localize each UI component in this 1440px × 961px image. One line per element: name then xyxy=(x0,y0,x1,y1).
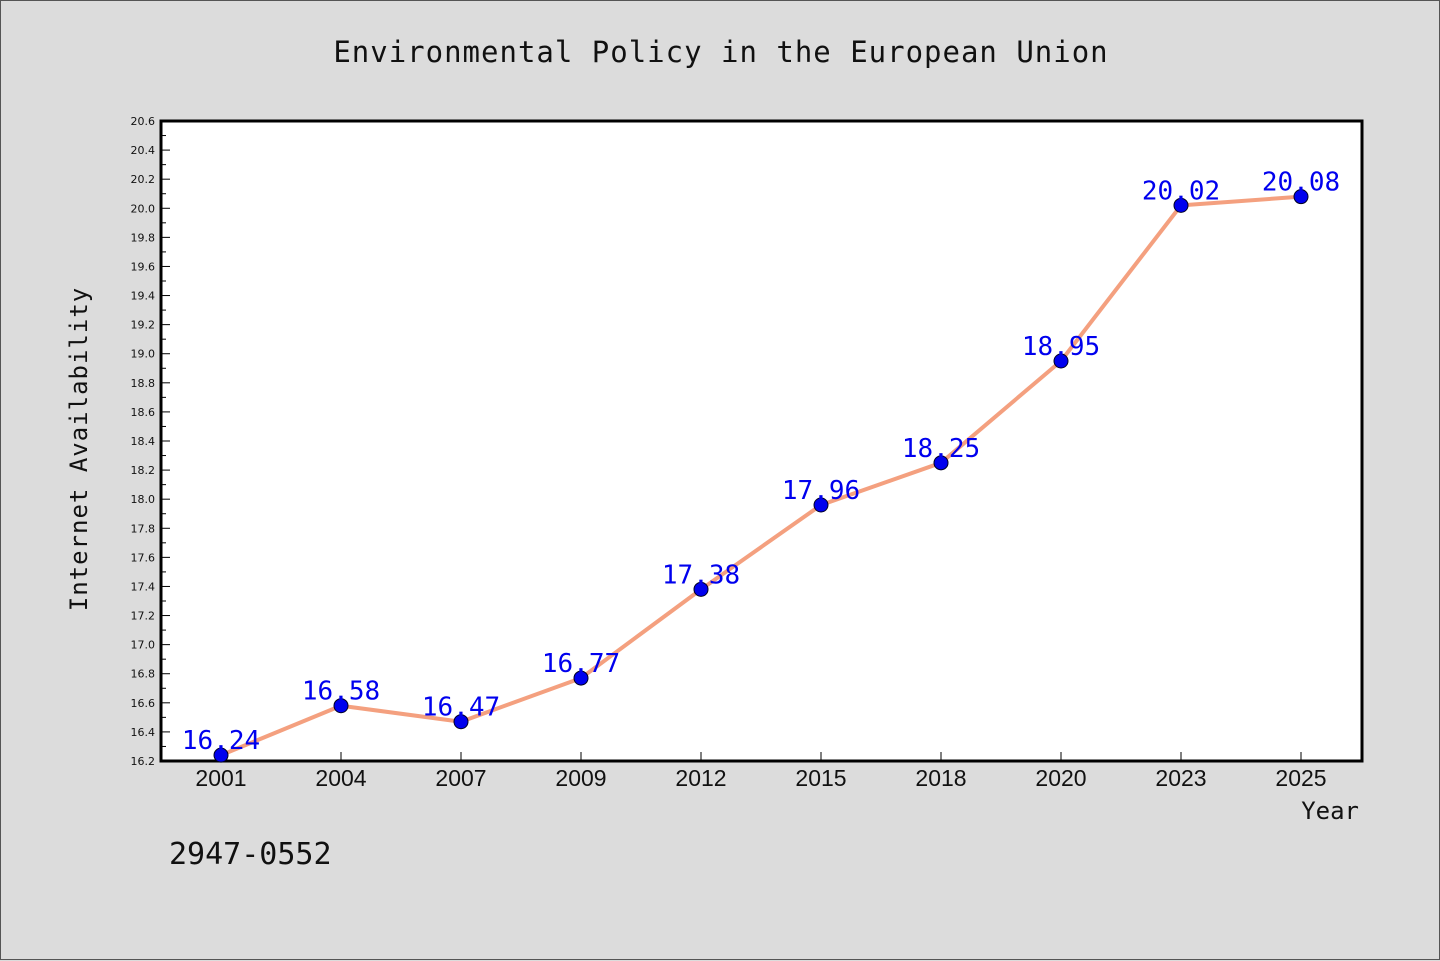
figure-code: 2947-0552 xyxy=(169,837,332,872)
x-tick-label: 2012 xyxy=(675,765,726,791)
y-tick-label: 17.6 xyxy=(131,551,156,564)
x-tick-label: 2025 xyxy=(1275,765,1326,791)
data-label: 16.77 xyxy=(542,649,620,679)
data-label: 16.58 xyxy=(302,677,380,707)
y-tick-label: 18.0 xyxy=(131,493,156,506)
y-tick-label: 20.0 xyxy=(131,202,156,215)
series-line xyxy=(220,194,1302,758)
y-tick-label: 18.8 xyxy=(131,377,156,390)
x-tick-label: 2015 xyxy=(795,765,846,791)
y-tick-label: 19.4 xyxy=(131,290,156,303)
y-tick-label: 17.0 xyxy=(131,639,156,652)
data-point xyxy=(933,455,949,471)
data-point xyxy=(333,698,349,714)
data-point xyxy=(573,670,589,686)
y-axis-label: Internet Availability xyxy=(65,286,93,612)
data-label: 20.08 xyxy=(1262,168,1340,198)
data-point xyxy=(1173,197,1189,213)
y-tick-label: 20.6 xyxy=(131,115,156,128)
data-point xyxy=(693,581,709,597)
data-label: 17.96 xyxy=(782,476,860,506)
data-point xyxy=(1053,353,1069,369)
y-tick-label: 20.2 xyxy=(131,173,156,186)
x-tick-label: 2020 xyxy=(1035,765,1086,791)
x-tick-label: 2009 xyxy=(555,765,606,791)
data-label: 20.02 xyxy=(1142,176,1220,206)
y-tick-label: 19.8 xyxy=(131,231,156,244)
y-tick-label: 16.2 xyxy=(131,755,156,768)
y-tick-label: 16.8 xyxy=(131,668,156,681)
data-point xyxy=(813,497,829,513)
y-tick-label: 18.6 xyxy=(131,406,156,419)
data-point xyxy=(453,714,469,730)
y-tick-label: 19.0 xyxy=(131,348,156,361)
data-label: 18.25 xyxy=(902,434,980,464)
y-tick-label: 17.4 xyxy=(131,580,156,593)
y-tick-label: 16.4 xyxy=(131,726,156,739)
data-label: 16.47 xyxy=(422,693,500,723)
data-point xyxy=(213,747,229,763)
x-tick-label: 2004 xyxy=(315,765,366,791)
y-tick-label: 17.2 xyxy=(131,610,156,623)
data-label: 18.95 xyxy=(1022,332,1100,362)
data-label: 17.38 xyxy=(662,560,740,590)
x-tick-label: 2001 xyxy=(195,765,246,791)
plot-area xyxy=(159,119,1364,763)
y-tick-label: 17.8 xyxy=(131,522,156,535)
data-point xyxy=(1293,189,1309,205)
y-tick-label: 19.6 xyxy=(131,260,156,273)
y-tick-label: 18.2 xyxy=(131,464,156,477)
y-tick-label: 19.2 xyxy=(131,319,156,332)
y-tick-label: 16.6 xyxy=(131,697,156,710)
x-tick-label: 2018 xyxy=(915,765,966,791)
x-axis-label: Year xyxy=(1301,797,1359,825)
x-tick-label: 2023 xyxy=(1155,765,1206,791)
chart-title: Environmental Policy in the European Uni… xyxy=(333,35,1109,69)
data-label: 16.24 xyxy=(182,726,260,756)
x-tick-label: 2007 xyxy=(435,765,486,791)
y-tick-label: 18.4 xyxy=(131,435,156,448)
y-tick-label: 20.4 xyxy=(131,144,156,157)
